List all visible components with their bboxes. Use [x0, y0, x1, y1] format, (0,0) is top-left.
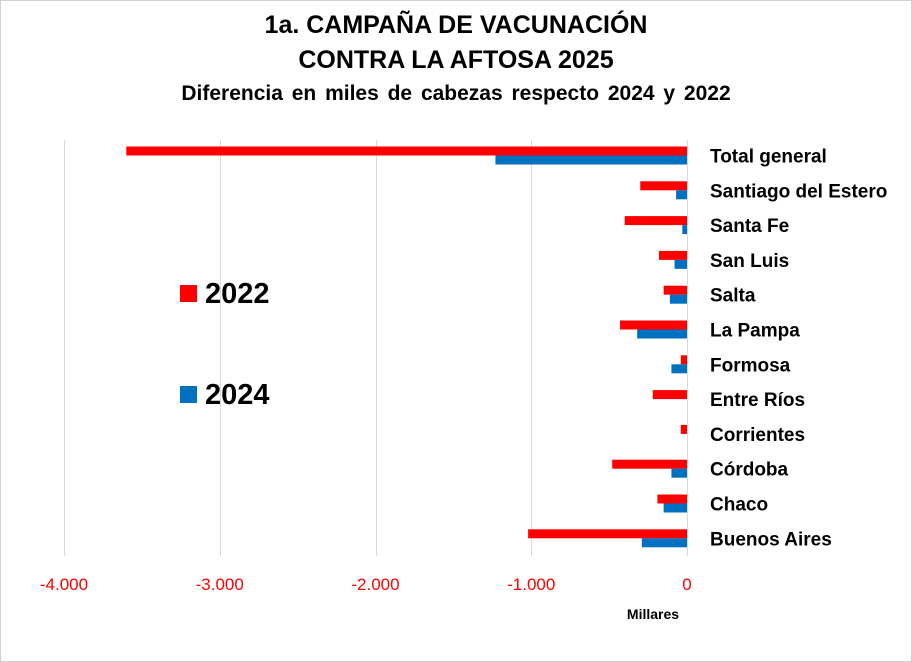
category-label: Formosa: [710, 355, 791, 376]
x-tick-label: -2.000: [351, 575, 399, 594]
bar-2022-santa-fe: [624, 216, 687, 226]
legend-label-2024: 2024: [205, 379, 270, 411]
chart-title-line2: CONTRA LA AFTOSA 2025: [298, 46, 614, 74]
bar-2024-la-pampa: [637, 329, 687, 339]
x-tick-label: 0: [682, 575, 691, 594]
category-label: Corrientes: [710, 425, 805, 446]
bar-2024-buenos-aires: [641, 538, 687, 548]
chart-title-line1: 1a. CAMPAÑA DE VACUNACIÓN: [264, 11, 648, 39]
category-label: San Luis: [710, 251, 789, 272]
bar-2024-salta: [669, 294, 687, 304]
chart-subtitle: Diferencia en miles de cabezas respecto …: [181, 82, 731, 105]
bar-2022-buenos-aires: [528, 529, 687, 539]
bar-2022-formosa: [680, 355, 687, 365]
category-label: Salta: [710, 286, 756, 307]
category-label: Chaco: [710, 495, 768, 516]
category-label: Córdoba: [710, 460, 789, 481]
bar-2024-formosa: [671, 364, 687, 374]
category-label: Entre Ríos: [710, 390, 805, 411]
legend-label-2022: 2022: [205, 278, 270, 310]
category-label: Total general: [710, 147, 827, 168]
bar-2022-santiago-del-estero: [640, 181, 687, 191]
bar-2022-salta: [663, 285, 687, 295]
bars: [126, 146, 688, 548]
bar-2022-san-luis: [658, 250, 687, 260]
bar-2022-chaco: [657, 494, 687, 504]
x-tick-label: -1.000: [507, 575, 555, 594]
x-tick-label: -4.000: [40, 575, 88, 594]
bar-2024-córdoba: [671, 468, 687, 478]
bar-2024-total-general: [495, 155, 687, 165]
x-tick-labels: -4.000 -3.000 -2.000 -1.000 0: [40, 575, 692, 594]
bar-2024-santa-fe: [682, 225, 687, 235]
legend-swatch-2022: [180, 285, 197, 302]
category-label: Buenos Aires: [710, 529, 832, 550]
bar-2022-corrientes: [680, 424, 687, 434]
bar-2022-entre-ríos: [652, 390, 687, 400]
bar-2024-chaco: [663, 503, 687, 513]
bar-2022-total-general: [126, 146, 688, 156]
category-label: La Pampa: [710, 321, 800, 342]
bar-2022-córdoba: [612, 459, 687, 469]
bar-2024-santiago-del-estero: [676, 190, 687, 200]
x-tick-label: -3.000: [196, 575, 244, 594]
category-label: Santa Fe: [710, 216, 789, 237]
bar-2024-san-luis: [674, 259, 687, 269]
legend-swatch-2024: [180, 386, 197, 403]
gridlines: [64, 140, 688, 556]
x-axis-unit-label: Millares: [627, 606, 679, 622]
category-labels: Total general Santiago del Estero Santa Fe…: [710, 147, 887, 551]
bar-2022-la-pampa: [620, 320, 687, 330]
category-label: Santiago del Estero: [710, 181, 887, 202]
